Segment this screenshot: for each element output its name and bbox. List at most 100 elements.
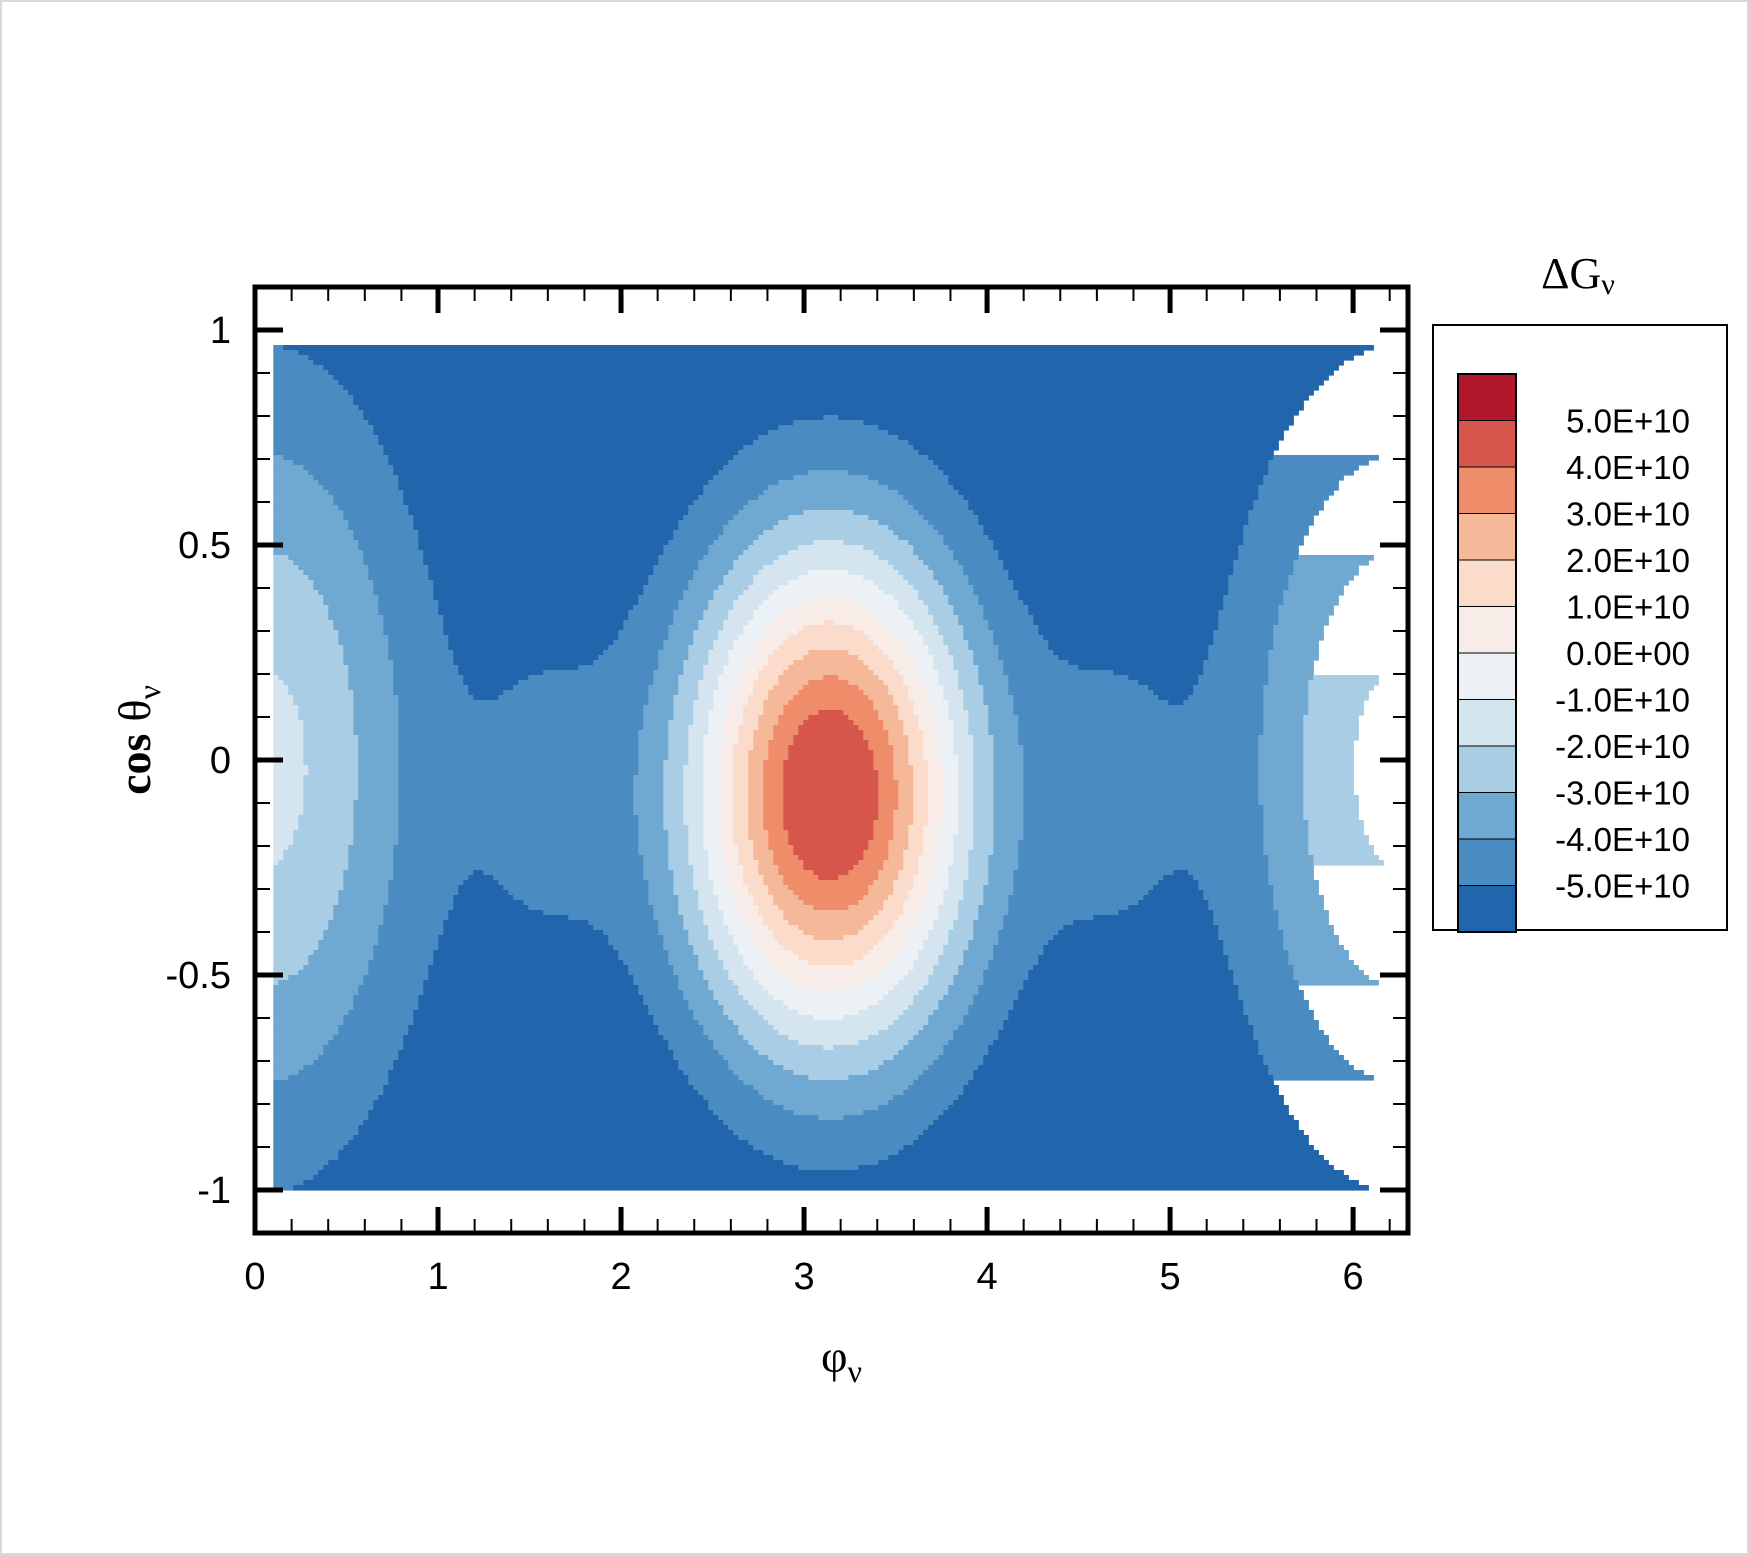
contour-cell: [1303, 805, 1359, 811]
contour-cell: [688, 650, 709, 656]
contour-cell: [733, 935, 754, 941]
contour-cell: [398, 715, 644, 721]
contour-cell: [923, 985, 949, 991]
contour-cell: [933, 660, 954, 666]
contour-cell: [353, 810, 399, 816]
contour-cell: [353, 690, 394, 696]
contour-cell: [1258, 750, 1304, 756]
contour-cell: [708, 730, 724, 736]
contour-cell: [793, 1070, 869, 1076]
contour-cell: [343, 1015, 414, 1021]
contour-cell: [703, 820, 719, 826]
contour-cell: [978, 680, 1009, 686]
contour-cell: [663, 945, 694, 951]
contour-cell: [958, 785, 974, 791]
contour-cell: [903, 610, 929, 616]
contour-cell: [863, 955, 894, 961]
contour-cell: [968, 580, 1014, 586]
contour-cell: [933, 965, 959, 971]
contour-cell: [398, 835, 639, 841]
contour-cell: [988, 875, 1014, 881]
contour-cell: [768, 750, 789, 756]
contour-cell: [743, 880, 764, 886]
contour-cell: [953, 740, 974, 746]
contour-cell: [638, 990, 684, 996]
contour-cell: [958, 805, 974, 811]
contour-cell: [338, 640, 389, 646]
contour-cell: [1048, 640, 1214, 646]
contour-cell: [908, 755, 924, 761]
contour-cell: [598, 655, 659, 661]
contour-cell: [773, 995, 884, 1001]
contour-cell: [1303, 740, 1354, 746]
contour-cell: [873, 755, 894, 761]
contour-cell: [348, 860, 394, 866]
contour-cell: [503, 885, 649, 891]
contour-cell: [1213, 920, 1279, 926]
contour-cell: [893, 1055, 939, 1061]
contour-cell: [323, 485, 399, 491]
contour-cell: [668, 720, 694, 726]
contour-cell: [1193, 685, 1264, 691]
contour-cell: [358, 990, 424, 996]
contour-cell: [753, 1005, 789, 1011]
contour-cell: [668, 540, 714, 546]
contour-cell: [273, 850, 284, 856]
contour-cell: [1153, 885, 1199, 891]
contour-cell: [968, 730, 989, 736]
contour-cell: [733, 765, 749, 771]
contour-cell: [713, 1045, 754, 1051]
contour-cell: [293, 840, 354, 846]
contour-cell: [273, 360, 314, 366]
contour-cell: [718, 765, 734, 771]
contour-cell: [993, 1040, 1259, 1046]
contour-cell: [273, 980, 279, 986]
contour-cell: [923, 745, 939, 751]
contour-cell: [858, 655, 889, 661]
contour-cell: [928, 785, 944, 791]
contour-cell: [773, 735, 794, 741]
contour-cell: [903, 640, 924, 646]
contour-cell: [383, 905, 454, 911]
contour-cell: [798, 630, 864, 636]
contour-cell: [348, 670, 394, 676]
contour-cell: [1213, 630, 1274, 636]
contour-cell: [288, 845, 349, 851]
contour-cell: [873, 550, 914, 556]
contour-cell: [963, 955, 994, 961]
contour-cell: [698, 565, 734, 571]
contour-cell: [918, 860, 934, 866]
contour-cell: [348, 665, 394, 671]
contour-cell: [278, 980, 364, 986]
contour-cell: [738, 725, 759, 731]
contour-cell: [358, 405, 1304, 411]
contour-cell: [298, 815, 354, 821]
contour-cell: [693, 710, 709, 716]
contour-cell: [928, 775, 944, 781]
contour-cell: [748, 695, 769, 701]
contour-cell: [698, 895, 719, 901]
contour-cell: [813, 870, 849, 876]
contour-cell: [358, 785, 399, 791]
contour-cell: [888, 730, 904, 736]
contour-cell: [933, 970, 959, 976]
contour-cell: [988, 965, 1034, 971]
legend-swatch: [1457, 373, 1517, 421]
contour-cell: [893, 955, 919, 961]
contour-cell: [708, 1105, 784, 1111]
contour-cell: [888, 895, 909, 901]
contour-cell: [728, 615, 754, 621]
contour-cell: [983, 695, 1014, 701]
y-axis-symbol: θ: [109, 700, 160, 722]
contour-cell: [1003, 925, 1064, 931]
contour-cell: [753, 440, 909, 446]
contour-cell: [748, 890, 769, 896]
contour-cell: [928, 760, 944, 766]
contour-cell: [643, 705, 674, 711]
contour-cell: [403, 495, 699, 501]
contour-cell: [783, 945, 874, 951]
contour-cell: [303, 1065, 394, 1071]
contour-cell: [673, 715, 694, 721]
contour-cell: [353, 1005, 419, 1011]
contour-cell: [913, 790, 929, 796]
